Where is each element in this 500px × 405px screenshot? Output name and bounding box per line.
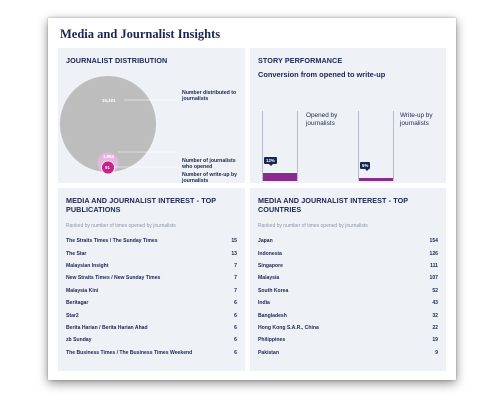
- item-count: 6: [234, 349, 237, 356]
- page-title: Media and Journalist Insights: [60, 27, 221, 41]
- writeup-circle: [101, 160, 115, 175]
- list-item: Japan 154: [258, 235, 438, 247]
- list-item: Star2 6: [66, 309, 237, 321]
- list-item: Malaysian Insight 7: [66, 260, 237, 272]
- list-item: The Business Times / The Business Times …: [66, 347, 237, 359]
- item-name: Philippines: [258, 337, 286, 344]
- item-name: Hong Kong S.A.R., China: [258, 324, 319, 331]
- top-countries-panel: MEDIA AND JOURNALIST INTEREST - TOP COUN…: [250, 188, 446, 371]
- writeup-value: 91: [105, 165, 110, 170]
- journalist-distribution-panel: JOURNALIST DISTRIBUTION 16,191 1,953 91 …: [58, 48, 245, 184]
- panel-subtitle: Conversion from opened to write-up: [258, 70, 386, 79]
- item-name: The Business Times / The Business Times …: [66, 349, 193, 356]
- list-item: Berita Harian / Berita Harian Ahad 6: [66, 322, 237, 334]
- publications-list: The Straits Times / The Sunday Times 15 Th…: [66, 235, 237, 359]
- writeup-pct-badge: 5%: [360, 162, 371, 171]
- opened-bar-fill: [263, 172, 297, 181]
- opened-label: Number of journalists who opened: [182, 158, 236, 170]
- item-count: 15: [231, 238, 237, 245]
- countries-list: Japan 154 Indonesia 126 Singapore 111 Malaysia…: [258, 235, 438, 359]
- item-name: Malaysia Kini: [66, 287, 99, 294]
- list-item: Malaysia 107: [258, 272, 438, 284]
- list-item: Hong Kong S.A.R., China 22: [258, 322, 438, 334]
- list-item: Philippines 19: [258, 334, 438, 346]
- opened-value: 1,953: [103, 154, 114, 159]
- item-name: The Star: [66, 250, 87, 257]
- list-item: Malaysia Kini 7: [66, 285, 237, 297]
- item-name: Beritagar: [66, 300, 89, 307]
- panel-note: Ranked by number of times opened by jour…: [66, 223, 176, 229]
- item-count: 52: [432, 287, 438, 294]
- item-count: 7: [234, 262, 237, 269]
- panel-title: MEDIA AND JOURNALIST INTEREST - TOP COUN…: [258, 196, 409, 214]
- item-count: 6: [234, 337, 237, 344]
- item-name: India: [258, 300, 270, 307]
- opened-bar: [262, 111, 298, 181]
- panel-note: Ranked by number of times opened by jour…: [258, 223, 368, 229]
- opened-pct-badge: 12%: [264, 157, 277, 166]
- list-item: Beritagar 6: [66, 297, 237, 309]
- item-count: 7: [234, 275, 237, 282]
- item-name: Japan: [258, 238, 273, 245]
- list-item: South Korea 52: [258, 285, 438, 297]
- list-item: The Star 13: [66, 247, 237, 259]
- list-item: Pakistan 9: [258, 347, 438, 359]
- distribution-bubbles: [60, 76, 178, 175]
- item-count: 6: [234, 312, 237, 319]
- panel-title: STORY PERFORMANCE: [258, 56, 343, 65]
- item-name: The Straits Times / The Sunday Times: [66, 238, 158, 245]
- writeup-bar-fill: [359, 177, 393, 181]
- list-item: Bangladesh 32: [258, 309, 438, 321]
- item-count: 6: [234, 324, 237, 331]
- item-name: Singapore: [258, 262, 283, 269]
- item-count: 126: [429, 250, 439, 257]
- panel-title: JOURNALIST DISTRIBUTION: [66, 56, 168, 65]
- list-item: India 43: [258, 297, 438, 309]
- item-count: 154: [429, 238, 439, 245]
- item-name: Star2: [66, 312, 79, 319]
- list-item: New Straits Times / New Sunday Times 7: [66, 272, 237, 284]
- list-item: Singapore 111: [258, 260, 438, 272]
- item-count: 107: [429, 275, 439, 282]
- writeup-label: Number of write-up by journalists: [182, 172, 238, 184]
- item-count: 32: [432, 312, 438, 319]
- item-name: Malaysian Insight: [66, 262, 109, 269]
- item-name: Malaysia: [258, 275, 280, 282]
- list-item: zb Sunday 6: [66, 334, 237, 346]
- item-count: 9: [435, 349, 438, 356]
- distributed-label: Number distributed to journalists: [182, 90, 237, 102]
- item-name: South Korea: [258, 287, 289, 294]
- report-card: Media and Journalist Insights JOURNALIST…: [48, 18, 456, 380]
- writeup-bar: [358, 111, 394, 181]
- item-name: Pakistan: [258, 349, 279, 356]
- item-count: 13: [231, 250, 237, 257]
- item-count: 7: [234, 287, 237, 294]
- list-item: Indonesia 126: [258, 247, 438, 259]
- item-name: Bangladesh: [258, 312, 287, 319]
- item-name: zb Sunday: [66, 337, 92, 344]
- distributed-value: 16,191: [102, 98, 116, 103]
- item-name: New Straits Times / New Sunday Times: [66, 275, 161, 282]
- opened-bar-label: Opened by journalists: [306, 112, 338, 127]
- item-name: Berita Harian / Berita Harian Ahad: [66, 324, 148, 331]
- list-item: The Straits Times / The Sunday Times 15: [66, 235, 237, 247]
- item-count: 111: [430, 262, 438, 269]
- item-count: 43: [432, 300, 438, 307]
- item-count: 19: [432, 337, 438, 344]
- panel-title: MEDIA AND JOURNALIST INTEREST - TOP PUBL…: [66, 196, 217, 214]
- item-name: Indonesia: [258, 250, 282, 257]
- writeup-bar-label: Write-up by journalists: [400, 112, 433, 127]
- item-count: 6: [234, 300, 237, 307]
- top-publications-panel: MEDIA AND JOURNALIST INTEREST - TOP PUBL…: [58, 188, 245, 371]
- story-performance-panel: STORY PERFORMANCE Conversion from opened…: [250, 48, 446, 183]
- item-count: 22: [432, 324, 438, 331]
